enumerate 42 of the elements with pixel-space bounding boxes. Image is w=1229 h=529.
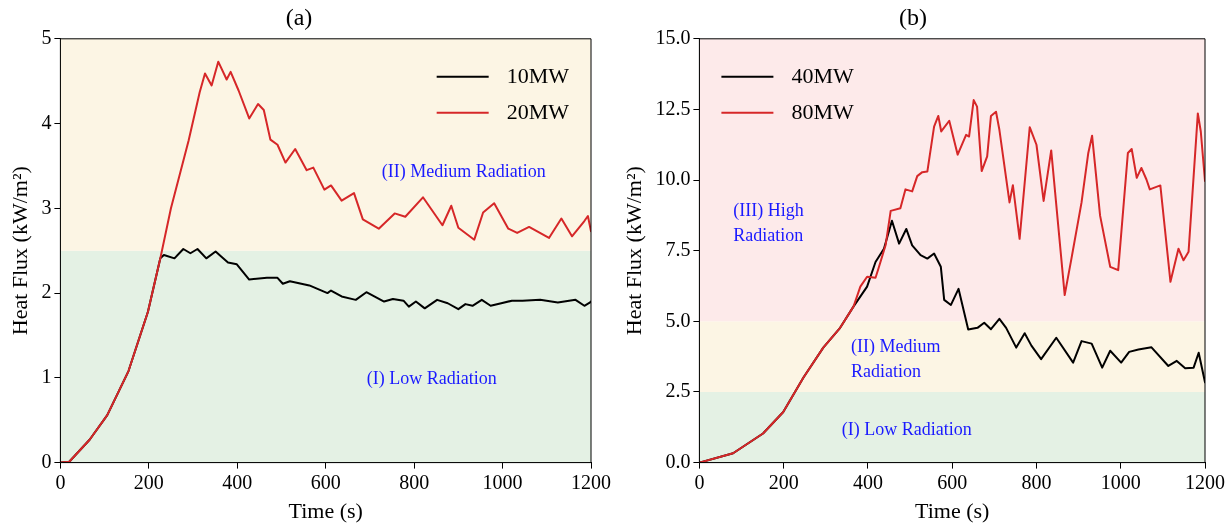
x-tick-label: 400 xyxy=(222,470,253,493)
legend-label: 10MW xyxy=(506,62,570,88)
y-tick-label: 5.0 xyxy=(665,308,691,331)
y-tick-label: 0 xyxy=(41,449,52,472)
legend-label: 20MW xyxy=(506,98,570,124)
x-tick-label: 0 xyxy=(55,470,66,493)
x-tick-label: 600 xyxy=(310,470,341,493)
x-tick-label: 400 xyxy=(852,470,883,493)
band-label: (I) Low Radiation xyxy=(366,368,497,390)
y-tick-label: 2.5 xyxy=(665,379,691,402)
y-tick-label: 2 xyxy=(41,280,52,303)
y-tick-label: 0.0 xyxy=(665,449,691,472)
x-tick-label: 1000 xyxy=(1100,470,1141,493)
x-tick-label: 1000 xyxy=(482,470,523,493)
x-tick-label: 600 xyxy=(937,470,968,493)
x-tick-label: 1200 xyxy=(571,470,611,493)
y-tick-label: 10.0 xyxy=(655,167,691,190)
band-label: (I) Low Radiation xyxy=(841,418,972,440)
chart-title: (a) xyxy=(285,3,313,30)
band-label: (II) Medium Radiation xyxy=(381,161,546,183)
x-tick-label: 200 xyxy=(133,470,164,493)
y-tick-label: 5 xyxy=(41,26,52,49)
band-label: (II) Medium Radiation xyxy=(851,335,941,381)
y-tick-label: 12.5 xyxy=(655,96,691,119)
x-tick-label: 200 xyxy=(768,470,799,493)
y-tick-label: 4 xyxy=(41,110,52,133)
legend-label: 80MW xyxy=(791,98,854,124)
chart-title: (b) xyxy=(899,3,927,30)
y-axis-title: Heat Flux (kW/m²) xyxy=(6,166,32,336)
y-tick-label: 1 xyxy=(41,365,52,388)
band-label: (III) High Radiation xyxy=(733,200,804,246)
y-tick-label: 3 xyxy=(41,195,52,218)
y-tick-label: 7.5 xyxy=(665,237,691,260)
x-tick-label: 0 xyxy=(694,470,705,493)
x-axis-title: Time (s) xyxy=(288,497,363,523)
x-tick-label: 800 xyxy=(1021,470,1052,493)
legend-label: 40MW xyxy=(791,62,854,88)
y-axis-title: Heat Flux (kW/m²) xyxy=(620,166,646,336)
x-tick-label: 1200 xyxy=(1185,470,1225,493)
y-tick-label: 15.0 xyxy=(655,26,691,49)
x-axis-title: Time (s) xyxy=(915,497,990,523)
x-tick-label: 800 xyxy=(399,470,430,493)
